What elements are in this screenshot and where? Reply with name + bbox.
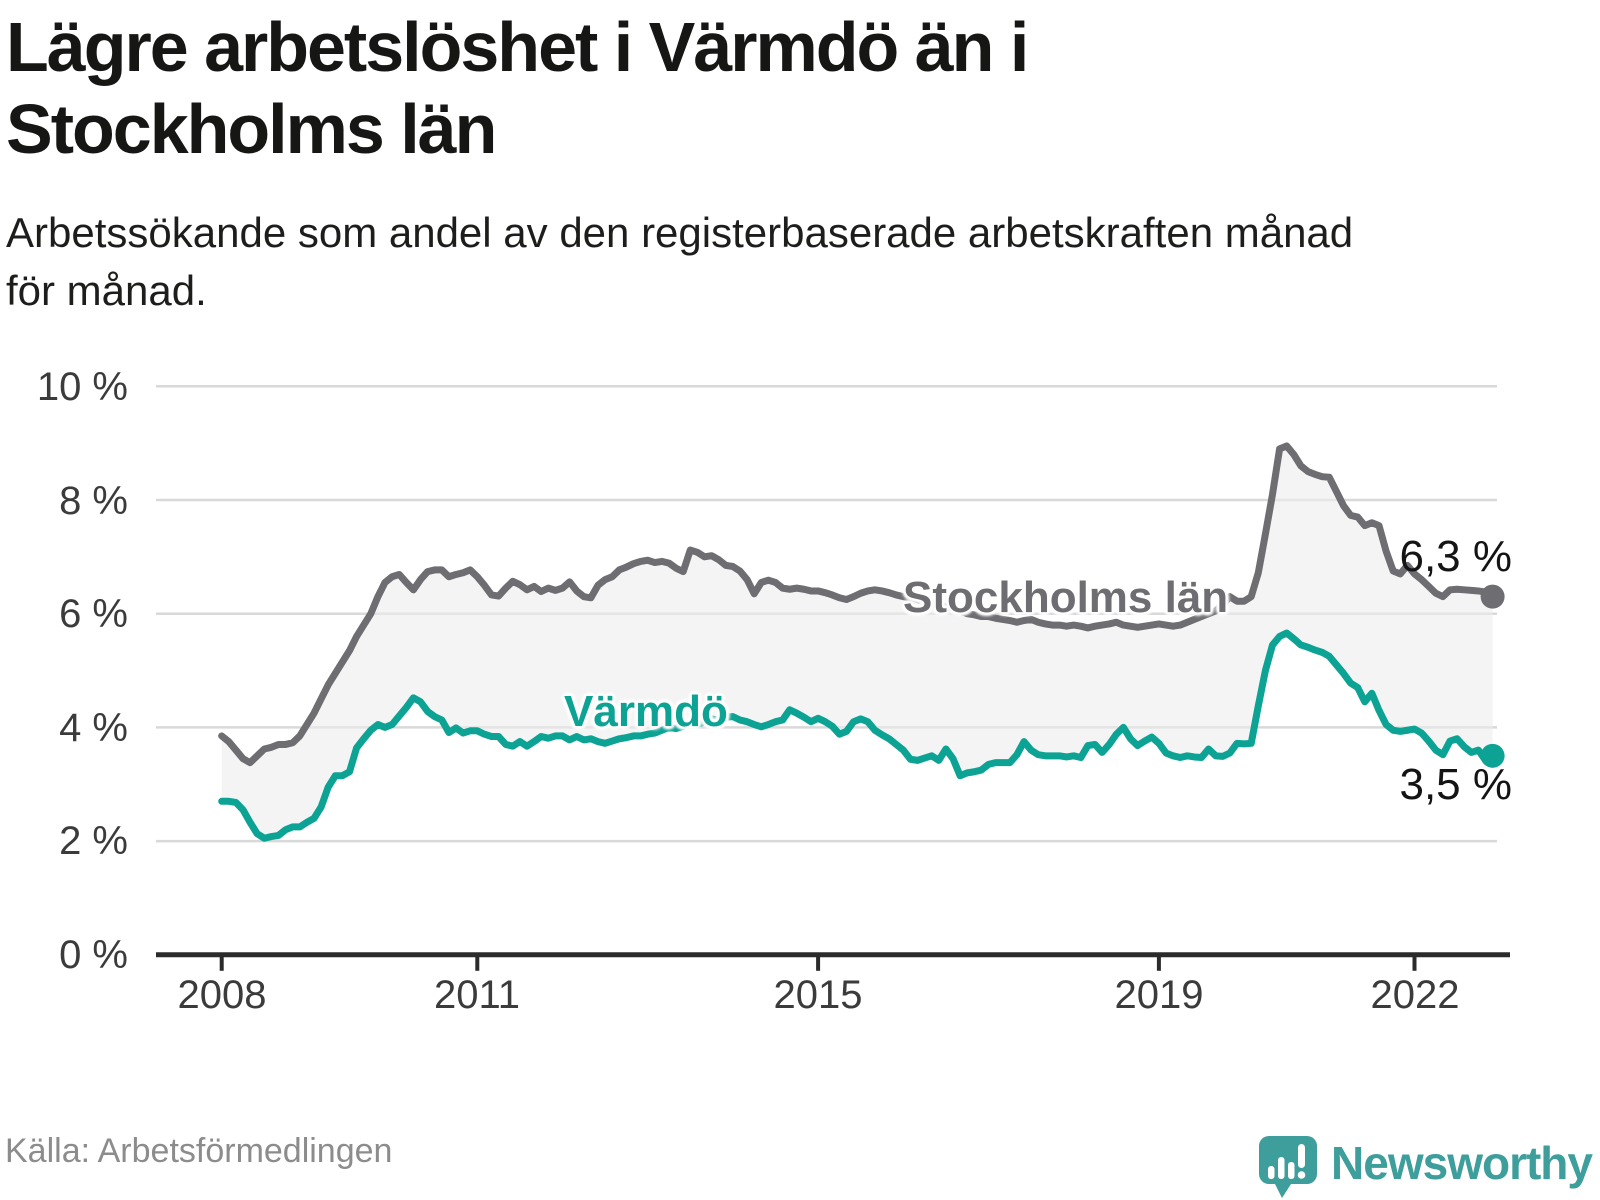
page-title-line2: Stockholms län bbox=[6, 90, 497, 168]
chart-subtitle: Arbetssökande som andel av den registerb… bbox=[6, 204, 1566, 320]
chart-subtitle-line1: Arbetssökande som andel av den registerb… bbox=[6, 209, 1354, 256]
newsworthy-logo-icon bbox=[1259, 1136, 1318, 1198]
chart-subtitle-line2: för månad. bbox=[6, 267, 207, 314]
y-axis-label-10: 10 % bbox=[36, 365, 128, 409]
logo-bar-1 bbox=[1268, 1166, 1275, 1179]
end-dot-stockholms-lan bbox=[1480, 584, 1505, 609]
x-axis-label-2019: 2019 bbox=[1114, 973, 1204, 1017]
y-axis-label-2: 2 % bbox=[59, 819, 128, 863]
y-axis-label-0: 0 % bbox=[59, 933, 128, 977]
x-axis-label-2008: 2008 bbox=[177, 973, 267, 1017]
source-note: Källa: Arbetsförmedlingen bbox=[5, 1132, 393, 1170]
end-value-label-varmdo: 3,5 % bbox=[1399, 760, 1512, 809]
logo-bar-3 bbox=[1288, 1162, 1295, 1179]
x-axis-label-2022: 2022 bbox=[1370, 973, 1460, 1017]
band-between-series bbox=[221, 445, 1493, 839]
logo-bar-2 bbox=[1278, 1157, 1285, 1179]
series-label-stockholms-lan: Stockholms län bbox=[903, 573, 1229, 622]
newsworthy-wordmark: Newsworthy bbox=[1331, 1137, 1593, 1189]
end-value-label-stockholm: 6,3 % bbox=[1399, 532, 1512, 581]
series-line-varmdo bbox=[218, 629, 1497, 842]
x-axis-label-2015: 2015 bbox=[773, 973, 863, 1017]
y-axis-label-8: 8 % bbox=[59, 479, 128, 523]
logo-exclamation-dot bbox=[1297, 1171, 1306, 1179]
end-dot-varmdo bbox=[1480, 743, 1505, 768]
y-axis-label-6: 6 % bbox=[59, 592, 128, 636]
page-title-line1: Lägre arbetslöshet i Värmdö än i bbox=[6, 8, 1029, 86]
series-label-varmdo: Värmdö bbox=[564, 687, 728, 736]
y-axis-label-4: 4 % bbox=[59, 706, 128, 750]
newsworthy-brand: Newsworthy bbox=[1257, 1126, 1593, 1200]
x-axis-label-2011: 2011 bbox=[433, 973, 520, 1017]
page-title: Lägre arbetslöshet i Värmdö än i Stockho… bbox=[6, 6, 1566, 170]
logo-exclamation-bar bbox=[1298, 1144, 1306, 1168]
series-line-stockholms-lan bbox=[218, 442, 1497, 767]
